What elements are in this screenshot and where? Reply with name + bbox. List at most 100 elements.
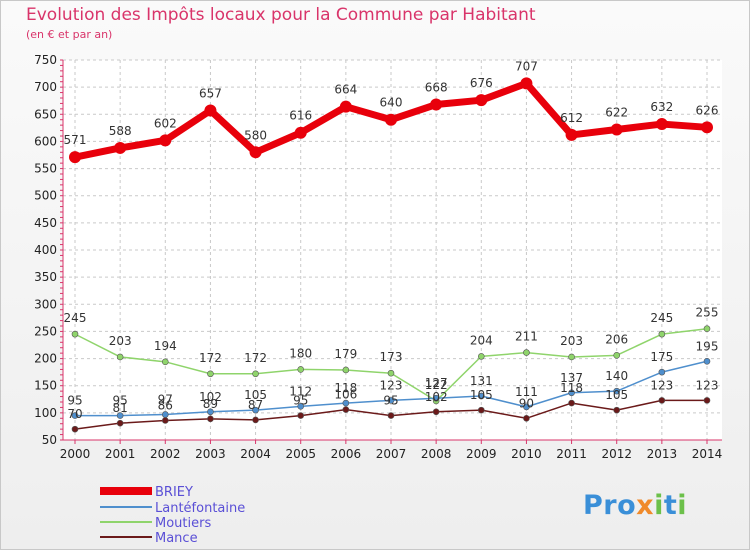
legend-label-briey: BRIEY (155, 485, 193, 500)
data-point (161, 358, 169, 366)
data-point (520, 77, 533, 90)
data-point (432, 408, 440, 416)
y-tick-label: 350 (34, 270, 57, 284)
data-point (207, 408, 214, 416)
x-tick-label: 2000 (60, 447, 91, 461)
data-point (387, 369, 395, 377)
data-point (430, 98, 443, 111)
chart-title: Evolution des Impôts locaux pour la Comm… (26, 5, 536, 25)
data-point (297, 366, 305, 373)
data-label: 580 (244, 128, 267, 142)
data-label: 123 (380, 378, 403, 392)
data-label: 172 (244, 351, 267, 365)
data-point (387, 397, 395, 404)
x-tick-label: 2001 (105, 447, 136, 461)
data-label: 194 (154, 339, 177, 353)
data-point (613, 406, 621, 414)
x-tick-label: 2012 (601, 447, 632, 461)
data-label: 612 (560, 111, 583, 125)
data-point (613, 352, 621, 359)
y-tick-label: 650 (34, 107, 57, 121)
y-tick-label: 200 (34, 352, 57, 366)
data-point (249, 146, 262, 159)
data-label: 81 (113, 401, 128, 415)
data-point (658, 368, 666, 376)
data-point (610, 123, 623, 136)
data-point (701, 121, 713, 134)
data-label: 105 (605, 388, 628, 402)
data-point (116, 419, 124, 427)
data-point (385, 113, 397, 126)
y-tick-label: 50 (42, 433, 57, 447)
data-point (207, 415, 214, 423)
data-point (342, 399, 350, 407)
y-tick-label: 400 (34, 243, 57, 257)
data-label: 195 (696, 339, 719, 353)
data-point (568, 389, 575, 397)
data-point (655, 118, 668, 131)
data-label: 657 (199, 86, 222, 100)
data-point (71, 425, 79, 433)
data-label: 616 (289, 109, 312, 123)
data-point (523, 403, 530, 411)
legend-label-mance: Mance (155, 531, 198, 546)
data-label: 105 (470, 388, 493, 402)
data-label: 122 (425, 378, 448, 392)
data-label: 203 (109, 334, 132, 348)
data-labels: 571 588 602 657 580 616 664 640 668 676 707 612 622 6… (64, 59, 719, 421)
data-label: 175 (650, 350, 673, 364)
data-point (69, 151, 81, 164)
data-point (613, 387, 621, 395)
legend-label-moutiers: Moutiers (155, 516, 211, 531)
y-tick-label: 150 (34, 379, 57, 393)
data-label: 626 (696, 103, 719, 117)
data-label: 676 (470, 76, 493, 90)
data-label: 203 (560, 334, 583, 348)
data-label: 173 (380, 350, 403, 364)
data-label: 571 (64, 133, 87, 147)
data-label: 640 (380, 96, 403, 110)
data-label: 89 (203, 397, 218, 411)
x-tick-label: 2014 (692, 447, 723, 461)
data-label: 179 (334, 347, 357, 361)
data-label: 105 (244, 388, 267, 402)
x-tick-label: 2003 (195, 447, 226, 461)
data-point (207, 370, 214, 378)
data-label: 118 (334, 381, 357, 395)
data-label: 668 (425, 81, 448, 95)
data-point (252, 370, 259, 378)
data-label: 206 (605, 332, 628, 346)
data-point (387, 412, 395, 419)
data-label: 127 (425, 376, 448, 390)
data-label: 111 (515, 385, 538, 399)
data-label: 70 (67, 407, 82, 421)
data-point (297, 403, 305, 410)
data-point (703, 397, 711, 404)
data-point (342, 406, 350, 413)
data-point (477, 392, 485, 400)
data-label: 245 (650, 311, 673, 325)
y-tick-label: 700 (34, 80, 57, 94)
data-label: 86 (158, 398, 173, 412)
y-tick-label: 300 (34, 297, 57, 311)
axes: 50 100 150 200 250 300 350 400 450 500 550 600 650 70… (34, 53, 722, 461)
x-tick-label: 2005 (285, 447, 316, 461)
x-tick-label: 2010 (511, 447, 542, 461)
data-label: 707 (515, 59, 538, 73)
data-point (294, 126, 307, 139)
data-label: 95 (113, 394, 128, 408)
x-tick-label: 2008 (421, 447, 452, 461)
data-point (204, 104, 217, 117)
x-tick-label: 2011 (556, 447, 587, 461)
y-tick-label: 100 (34, 406, 57, 420)
data-point (71, 412, 79, 419)
data-point (475, 94, 488, 107)
data-label: 90 (519, 396, 534, 410)
data-point (159, 134, 172, 147)
y-tick-label: 550 (34, 162, 57, 176)
data-point (252, 406, 259, 414)
data-point (523, 414, 530, 422)
data-point (161, 417, 169, 424)
